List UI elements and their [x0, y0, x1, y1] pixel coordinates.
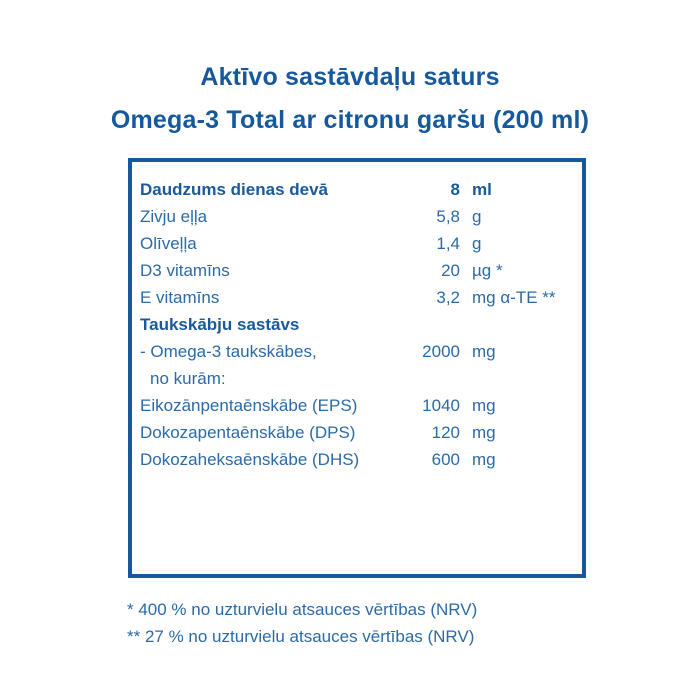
row-value: 600 — [431, 450, 460, 469]
row-label: Taukskābju sastāvs — [140, 315, 300, 334]
page-title-line1: Aktīvo sastāvdaļu saturs — [200, 63, 500, 91]
row-unit: g — [472, 234, 482, 253]
row-label: Olīveļļa — [140, 234, 197, 253]
row-label: D3 vitamīns — [140, 261, 230, 280]
footnotes: * 400 % no uzturvielu atsauces vērtības … — [127, 596, 587, 650]
footnote-nrv-2: ** 27 % no uzturvielu atsauces vērtības … — [127, 627, 475, 646]
row-label: no kurām: — [150, 369, 226, 388]
row-value: 3,2 — [436, 288, 460, 307]
row-value: 20 — [441, 261, 460, 280]
row-value: 8 — [450, 180, 460, 199]
table-row: no kurām: — [140, 365, 574, 392]
row-label: Eikozānpentaēnskābe (EPS) — [140, 396, 358, 415]
row-label: - Omega-3 taukskābes, — [140, 342, 317, 361]
table-row: - Omega-3 taukskābes, 2000 mg — [140, 338, 574, 365]
row-unit: mg — [472, 450, 496, 469]
row-label: Dokozapentaēnskābe (DPS) — [140, 423, 356, 442]
row-unit: mg — [472, 342, 496, 361]
row-unit: ml — [472, 180, 492, 199]
table-row: Olīveļļa 1,4 g — [140, 230, 574, 257]
row-unit: mg — [472, 423, 496, 442]
row-label: Zivju eļļa — [140, 207, 208, 226]
table-row: E vitamīns 3,2 mg α-TE ** — [140, 284, 574, 311]
row-label: Daudzums dienas devā — [140, 180, 329, 199]
row-unit: mg α-TE ** — [472, 288, 556, 307]
nutrition-facts-table: Daudzums dienas devā 8 ml Zivju eļļa 5,8… — [128, 158, 586, 578]
table-row: Daudzums dienas devā 8 ml — [140, 176, 574, 203]
row-label: Dokozaheksaēnskābe (DHS) — [140, 450, 360, 469]
row-value: 1040 — [422, 396, 460, 415]
page-title-line2: Omega-3 Total ar citronu garšu (200 ml) — [110, 106, 590, 134]
row-unit: µg * — [472, 261, 503, 280]
row-label: E vitamīns — [140, 288, 220, 307]
table-row: Eikozānpentaēnskābe (EPS) 1040 mg — [140, 392, 574, 419]
table-section-header: Taukskābju sastāvs — [140, 311, 574, 338]
table-row: Zivju eļļa 5,8 g — [140, 203, 574, 230]
row-value: 1,4 — [436, 234, 460, 253]
footnote-nrv-1: * 400 % no uzturvielu atsauces vērtības … — [127, 600, 478, 619]
row-unit: g — [472, 207, 482, 226]
page-title: Aktīvo sastāvdaļu saturs Omega-3 Total a… — [0, 56, 700, 142]
table-row: Dokozaheksaēnskābe (DHS) 600 mg — [140, 446, 574, 473]
table-row: D3 vitamīns 20 µg * — [140, 257, 574, 284]
row-value: 120 — [431, 423, 460, 442]
table-row: Dokozapentaēnskābe (DPS) 120 mg — [140, 419, 574, 446]
row-value: 2000 — [422, 342, 460, 361]
row-unit: mg — [472, 396, 496, 415]
row-value: 5,8 — [436, 207, 460, 226]
